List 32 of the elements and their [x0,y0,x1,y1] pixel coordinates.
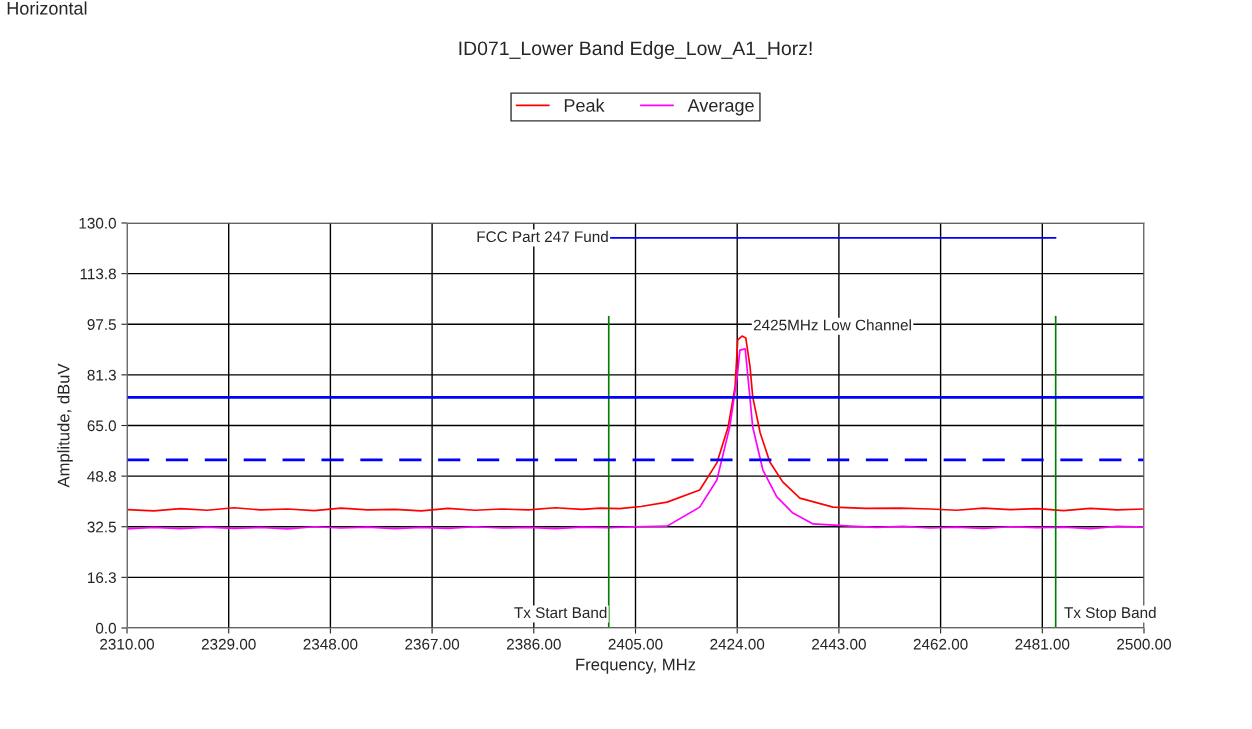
line-series [127,348,1144,530]
x-tick-label: 2405.00 [608,638,663,650]
x-tick-label: 2481.00 [1015,638,1070,650]
legend-label: Average [687,99,754,116]
x-tick-label: 2386.00 [506,638,561,650]
y-tick-label: 32.5 [87,521,116,533]
x-tick-label: 2443.00 [812,638,866,650]
y-axis-title: Amplitude, dBuV [57,363,73,488]
x-tick-label: 2348.00 [303,638,358,650]
y-tick-label: 113.8 [80,268,116,280]
chart-title: ID071_Lower Band Edge_Low_A1_Horz! [459,40,812,60]
x-tick-label: 2329.00 [201,638,256,650]
x-tick-label: 2462.00 [913,638,968,650]
annotation: Tx Stop Band [1064,606,1156,622]
annotation: 2425MHz Low Channel [753,319,911,331]
y-tick-label: 81.3 [87,369,116,381]
y-tick-label: 130.0 [79,217,116,229]
x-tick-label: 2424.00 [710,638,765,650]
x-tick-label: 2310.00 [100,638,155,650]
legend-label: Peak [564,98,605,112]
y-tick-label: 16.3 [88,572,116,584]
y-tick-label: 65.0 [87,420,116,432]
text: Horizontal [7,1,87,15]
line-series [127,335,1144,512]
x-tick-label: 2367.00 [405,638,460,650]
annotation: Tx Start Band [514,606,607,619]
x-tick-label: 2500.00 [1117,638,1172,650]
y-tick-label: 0.0 [95,622,116,634]
x-axis-title: Frequency, MHz [576,658,696,674]
annotation: FCC Part 247 Fund [477,230,608,243]
y-tick-label: 48.8 [87,470,116,482]
y-tick-label: 97.5 [87,319,116,330]
